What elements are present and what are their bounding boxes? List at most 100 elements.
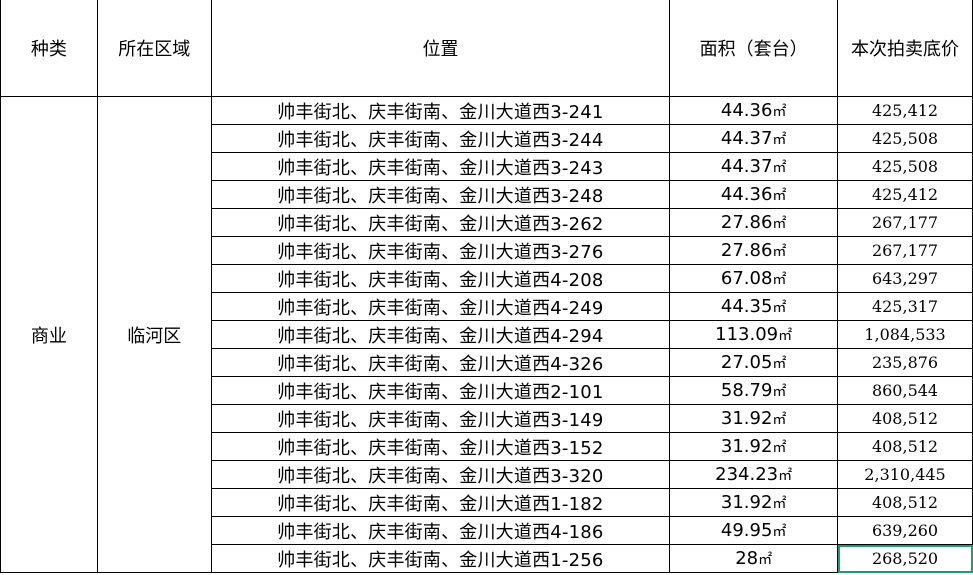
table-row: 帅丰街北、庆丰街南、金川大道西4-186 49.95㎡ 639,260 (1, 516, 973, 545)
location-cell[interactable]: 帅丰街北、庆丰街南、金川大道西2-101 (210, 376, 671, 405)
area-unit: ㎡ (772, 244, 787, 260)
area-value: 44.36 (720, 184, 773, 205)
area-cell[interactable]: 27.86㎡ (669, 236, 839, 265)
area-cell[interactable]: 44.37㎡ (669, 124, 839, 153)
table-row: 帅丰街北、庆丰街南、金川大道西3-152 31.92㎡ 408,512 (1, 432, 973, 461)
price-cell[interactable]: 267,177 (837, 208, 973, 237)
table-row: 帅丰街北、庆丰街南、金川大道西4-208 67.08㎡ 643,297 (1, 264, 973, 293)
table-row: 帅丰街北、庆丰街南、金川大道西3-320 234.23㎡ 2,310,445 (1, 460, 973, 489)
area-value: 44.35 (720, 296, 773, 317)
area-cell[interactable]: 113.09㎡ (669, 320, 839, 349)
area-unit: ㎡ (772, 440, 787, 456)
price-cell[interactable]: 643,297 (837, 264, 973, 293)
location-cell[interactable]: 帅丰街北、庆丰街南、金川大道西1-182 (210, 488, 671, 517)
area-unit: ㎡ (758, 552, 773, 568)
area-cell[interactable]: 58.79㎡ (669, 376, 839, 405)
area-value: 31.92 (720, 436, 773, 457)
price-cell[interactable]: 425,508 (837, 124, 973, 153)
area-value: 27.86 (720, 240, 773, 261)
area-cell[interactable]: 67.08㎡ (669, 264, 839, 293)
area-unit: ㎡ (772, 132, 787, 148)
location-cell[interactable]: 帅丰街北、庆丰街南、金川大道西3-244 (210, 124, 671, 153)
location-cell[interactable]: 帅丰街北、庆丰街南、金川大道西4-294 (210, 320, 671, 349)
location-cell[interactable]: 帅丰街北、庆丰街南、金川大道西3-149 (210, 404, 671, 433)
area-value: 234.23 (715, 464, 779, 485)
header-price[interactable]: 本次拍卖底价 (837, 0, 973, 97)
header-category[interactable]: 种类 (0, 0, 98, 97)
category-cell[interactable]: 商业 (0, 96, 98, 573)
price-cell[interactable]: 267,177 (837, 236, 973, 265)
area-cell[interactable]: 44.35㎡ (669, 292, 839, 321)
area-unit: ㎡ (778, 328, 793, 344)
header-row: 种类 所在区域 位置 面积（套台） 本次拍卖底价 (0, 0, 973, 97)
table-row: 帅丰街北、庆丰街南、金川大道西1-182 31.92㎡ 408,512 (1, 488, 973, 517)
price-cell[interactable]: 425,508 (837, 152, 973, 181)
area-cell[interactable]: 27.86㎡ (669, 208, 839, 237)
price-cell[interactable]: 268,520 (837, 544, 973, 573)
location-cell[interactable]: 帅丰街北、庆丰街南、金川大道西3-276 (210, 236, 671, 265)
price-cell[interactable]: 425,412 (837, 180, 973, 209)
area-cell[interactable]: 28㎡ (669, 544, 839, 573)
price-cell[interactable]: 425,412 (837, 96, 973, 125)
area-cell[interactable]: 31.92㎡ (669, 404, 839, 433)
area-value: 44.37 (720, 156, 773, 177)
location-cell[interactable]: 帅丰街北、庆丰街南、金川大道西3-243 (210, 152, 671, 181)
area-unit: ㎡ (772, 412, 787, 428)
area-unit: ㎡ (772, 188, 787, 204)
price-cell[interactable]: 1,084,533 (837, 320, 973, 349)
price-cell[interactable]: 408,512 (837, 432, 973, 461)
area-cell[interactable]: 44.36㎡ (669, 180, 839, 209)
location-cell[interactable]: 帅丰街北、庆丰街南、金川大道西3-320 (210, 460, 671, 489)
area-unit: ㎡ (772, 104, 787, 120)
area-value: 31.92 (720, 408, 773, 429)
table-row: 帅丰街北、庆丰街南、金川大道西3-244 44.37㎡ 425,508 (1, 124, 973, 153)
area-unit: ㎡ (778, 468, 793, 484)
area-unit: ㎡ (772, 300, 787, 316)
table-row: 帅丰街北、庆丰街南、金川大道西4-326 27.05㎡ 235,876 (1, 348, 973, 377)
area-value: 113.09 (715, 324, 779, 345)
location-cell[interactable]: 帅丰街北、庆丰街南、金川大道西4-249 (210, 292, 671, 321)
area-cell[interactable]: 49.95㎡ (669, 516, 839, 545)
area-cell[interactable]: 31.92㎡ (669, 488, 839, 517)
area-unit: ㎡ (772, 384, 787, 400)
table-row: 帅丰街北、庆丰街南、金川大道西3-262 27.86㎡ 267,177 (1, 208, 973, 237)
location-cell[interactable]: 帅丰街北、庆丰街南、金川大道西3-248 (210, 180, 671, 209)
area-cell[interactable]: 31.92㎡ (669, 432, 839, 461)
area-unit: ㎡ (772, 496, 787, 512)
area-unit: ㎡ (772, 216, 787, 232)
area-value: 27.86 (720, 212, 773, 233)
area-cell[interactable]: 27.05㎡ (669, 348, 839, 377)
location-cell[interactable]: 帅丰街北、庆丰街南、金川大道西1-256 (210, 544, 671, 573)
area-value: 67.08 (720, 268, 773, 289)
location-cell[interactable]: 帅丰街北、庆丰街南、金川大道西3-152 (210, 432, 671, 461)
area-cell[interactable]: 44.36㎡ (669, 96, 839, 125)
area-value: 58.79 (720, 380, 773, 401)
area-cell[interactable]: 234.23㎡ (669, 460, 839, 489)
location-cell[interactable]: 帅丰街北、庆丰街南、金川大道西3-262 (210, 208, 671, 237)
area-value: 49.95 (720, 520, 773, 541)
table-row: 帅丰街北、庆丰街南、金川大道西3-248 44.36㎡ 425,412 (1, 180, 973, 209)
price-cell[interactable]: 639,260 (837, 516, 973, 545)
location-cell[interactable]: 帅丰街北、庆丰街南、金川大道西4-326 (210, 348, 671, 377)
header-district[interactable]: 所在区域 (96, 0, 212, 97)
area-value: 27.05 (720, 352, 773, 373)
area-value: 31.92 (720, 492, 773, 513)
location-cell[interactable]: 帅丰街北、庆丰街南、金川大道西4-208 (210, 264, 671, 293)
price-cell[interactable]: 235,876 (837, 348, 973, 377)
price-cell[interactable]: 2,310,445 (837, 460, 973, 489)
price-cell[interactable]: 860,544 (837, 376, 973, 405)
header-area[interactable]: 面积（套台） (669, 0, 839, 97)
area-value: 28 (735, 548, 759, 569)
price-cell[interactable]: 408,512 (837, 404, 973, 433)
table-row: 帅丰街北、庆丰街南、金川大道西3-243 44.37㎡ 425,508 (1, 152, 973, 181)
price-cell[interactable]: 425,317 (837, 292, 973, 321)
area-unit: ㎡ (772, 272, 787, 288)
area-unit: ㎡ (772, 524, 787, 540)
area-unit: ㎡ (772, 356, 787, 372)
location-cell[interactable]: 帅丰街北、庆丰街南、金川大道西4-186 (210, 516, 671, 545)
district-cell[interactable]: 临河区 (96, 96, 212, 573)
location-cell[interactable]: 帅丰街北、庆丰街南、金川大道西3-241 (210, 96, 671, 125)
header-location[interactable]: 位置 (210, 0, 671, 97)
area-cell[interactable]: 44.37㎡ (669, 152, 839, 181)
price-cell[interactable]: 408,512 (837, 488, 973, 517)
